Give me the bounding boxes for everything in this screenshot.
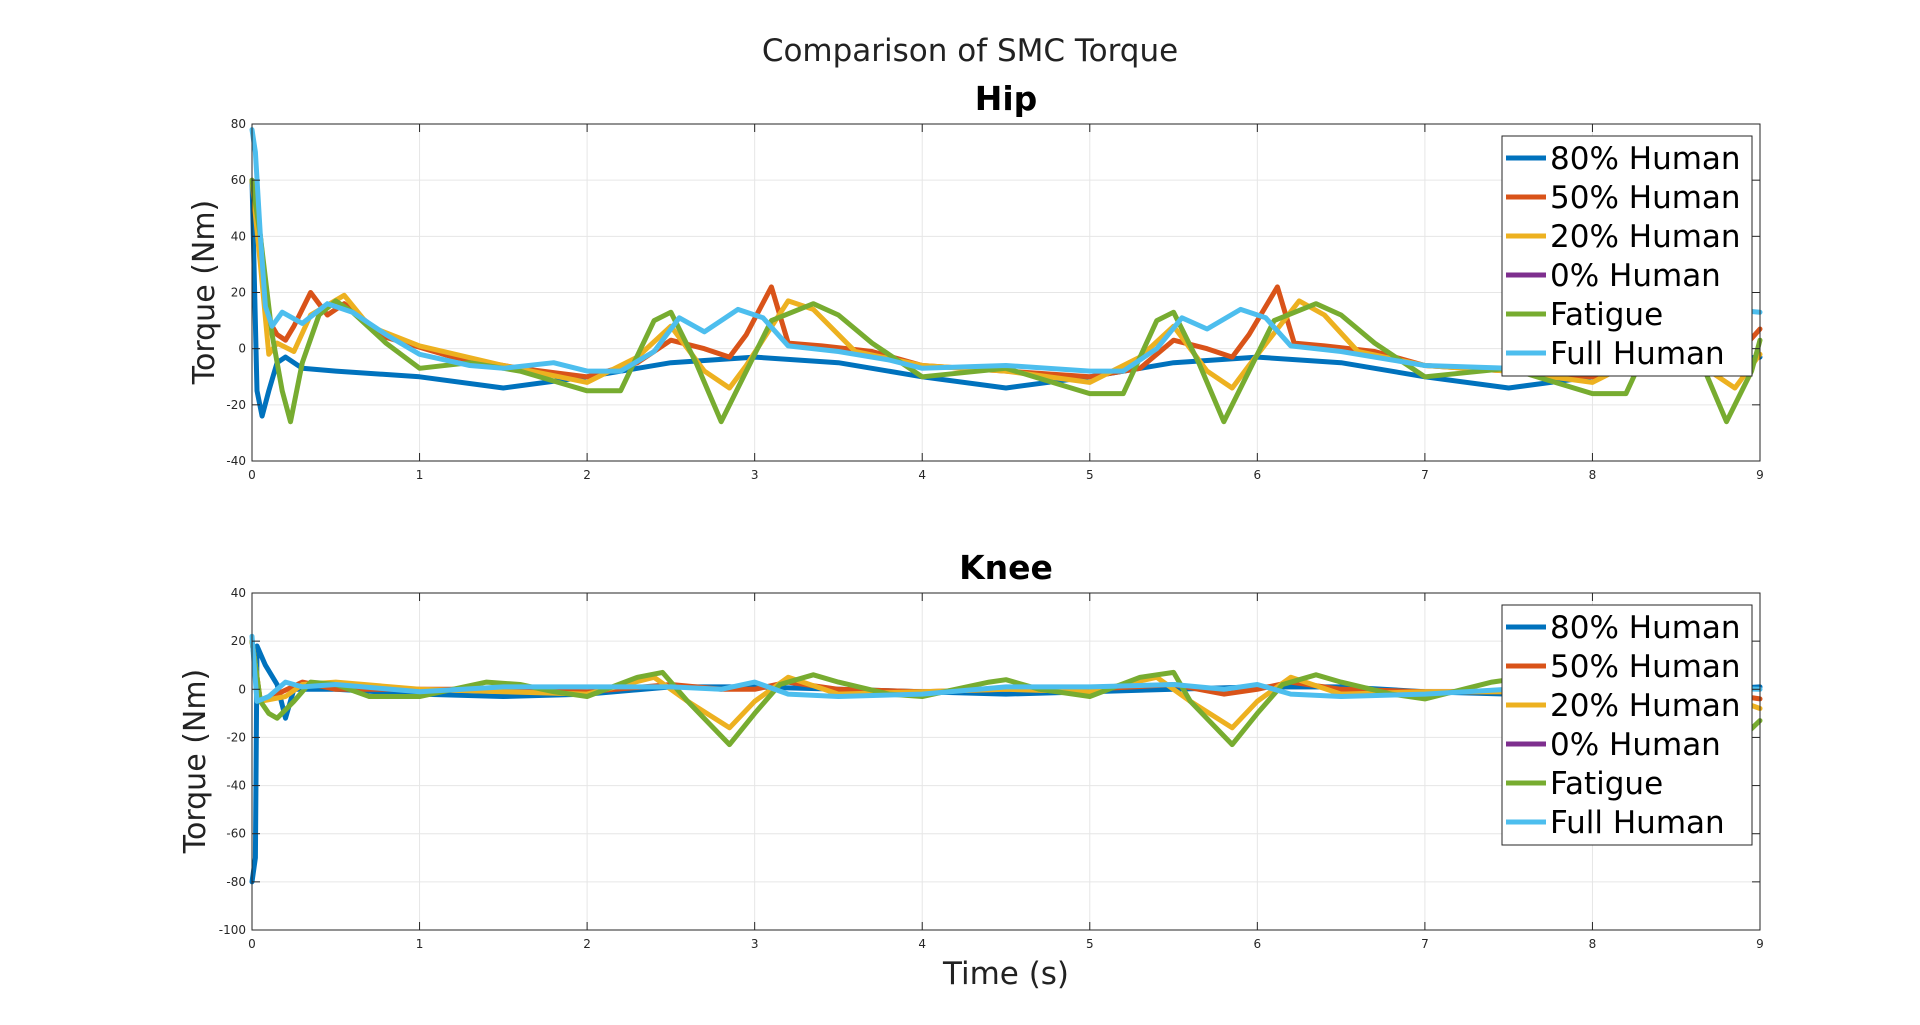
knee-y-tick-label: -20: [226, 730, 246, 744]
hip-y-tick-label: 80: [231, 117, 246, 131]
knee-title: Knee: [959, 548, 1053, 587]
knee-y-tick-label: 40: [231, 586, 246, 600]
hip-title: Hip: [975, 79, 1038, 118]
hip-legend-label: 0% Human: [1550, 258, 1721, 294]
knee-y-axis-label: Torque (Nm): [178, 669, 213, 855]
hip-y-ticks: -40 -20 0 20 40 60 80: [226, 117, 1760, 468]
knee-y-ticks: -100 -80 -60 -40 -20 0 20 40: [219, 586, 1760, 937]
hip-y-tick-label: 0: [238, 342, 246, 356]
knee-subplot: 0 1 2 3 4 5 6 7 8 9 -100 -80 -60 -40 -20 0 20 40 Knee To…: [178, 548, 1764, 992]
knee-x-tick-label: 5: [1086, 937, 1094, 951]
knee-legend-box: [1501, 604, 1753, 846]
hip-x-tick-label: 5: [1086, 468, 1094, 482]
hip-x-tick-label: 2: [583, 468, 591, 482]
knee-x-ticks: 0 1 2 3 4 5 6 7 8 9: [248, 593, 1764, 951]
knee-legend-label: 20% Human: [1550, 688, 1741, 724]
hip-series-line-full-human: [249, 127, 1763, 374]
knee-legend-label: Fatigue: [1550, 766, 1663, 802]
hip-subplot: 0 1 2 3 4 5 6 7 8 9 -40 -20 0 20 40 60 80 Hip Torque (N…: [187, 79, 1764, 482]
hip-x-tick-label: 6: [1254, 468, 1262, 482]
knee-series-line-full-human: [249, 633, 1763, 704]
hip-y-tick-label: -40: [226, 454, 246, 468]
knee-x-tick-label: 8: [1589, 937, 1597, 951]
x-axis-label: Time (s): [942, 956, 1069, 992]
knee-y-tick-label: -40: [226, 779, 246, 793]
knee-legend-label: Full Human: [1550, 805, 1725, 841]
hip-series-lines: [249, 127, 1763, 425]
hip-y-tick-label: 40: [231, 229, 246, 243]
hip-x-tick-label: 4: [918, 468, 926, 482]
knee-series-lines: [249, 633, 1763, 885]
hip-x-tick-label: 9: [1756, 468, 1764, 482]
hip-legend-label: Full Human: [1550, 336, 1725, 372]
hip-x-tick-label: 3: [751, 468, 759, 482]
knee-legend-label: 0% Human: [1550, 727, 1721, 763]
knee-y-tick-label: 0: [238, 682, 246, 696]
hip-x-ticks: 0 1 2 3 4 5 6 7 8 9: [248, 124, 1764, 482]
hip-legend-label: 20% Human: [1550, 219, 1741, 255]
hip-y-tick-label: -20: [226, 398, 246, 412]
knee-x-tick-label: 9: [1756, 937, 1764, 951]
knee-legend-label: 80% Human: [1550, 610, 1741, 646]
knee-x-tick-label: 6: [1254, 937, 1262, 951]
knee-y-tick-label: -100: [219, 923, 246, 937]
hip-y-axis-label: Torque (Nm): [187, 200, 222, 386]
knee-x-tick-label: 1: [416, 937, 424, 951]
figure-suptitle: Comparison of SMC Torque: [762, 33, 1178, 69]
hip-legend-label: 80% Human: [1550, 141, 1741, 177]
knee-legend-label: 50% Human: [1550, 649, 1741, 685]
knee-x-tick-label: 0: [248, 937, 256, 951]
hip-x-tick-label: 8: [1589, 468, 1597, 482]
knee-y-tick-label: 20: [231, 634, 246, 648]
hip-x-tick-label: 0: [248, 468, 256, 482]
hip-x-tick-label: 1: [416, 468, 424, 482]
knee-x-tick-label: 4: [918, 937, 926, 951]
hip-x-tick-label: 7: [1421, 468, 1429, 482]
hip-legend-label: Fatigue: [1550, 297, 1663, 333]
knee-x-tick-label: 3: [751, 937, 759, 951]
knee-x-tick-label: 7: [1421, 937, 1429, 951]
knee-y-tick-label: -80: [226, 875, 246, 889]
hip-legend-box: [1501, 135, 1753, 377]
knee-axes-box: [251, 592, 1761, 931]
hip-y-tick-label: 20: [231, 286, 246, 300]
hip-legend-label: 50% Human: [1550, 180, 1741, 216]
knee-x-tick-label: 2: [583, 937, 591, 951]
knee-y-tick-label: -60: [226, 827, 246, 841]
hip-y-tick-label: 60: [231, 173, 246, 187]
